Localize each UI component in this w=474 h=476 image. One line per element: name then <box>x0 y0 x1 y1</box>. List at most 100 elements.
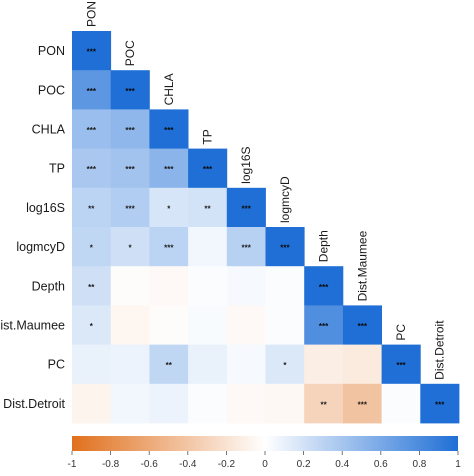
heatmap-cell-Dist.Maumee-logmcyD <box>265 305 305 345</box>
heatmap-cell-PC-logmcyD <box>265 344 305 385</box>
colorbar-tick-label: 0.8 <box>412 459 426 470</box>
row-label-chla: CHLA <box>32 123 66 137</box>
row-label-tp: TP <box>49 162 65 176</box>
heatmap-cell-logmcyD-TP <box>188 227 228 267</box>
heatmap-cell-Depth-logmcyD <box>265 266 305 306</box>
heatmap-cell-POC-POC <box>110 70 150 110</box>
heatmap-cell-Dist.Maumee-CHLA <box>149 305 189 345</box>
significance-label: * <box>90 244 94 253</box>
heatmap-cell-log16S-log16S <box>226 187 266 228</box>
significance-label: *** <box>358 322 368 331</box>
colorbar-tick-label: 0.4 <box>335 459 349 470</box>
significance-label: * <box>90 322 94 331</box>
significance-labels: ****** ****** *** ****** *** *** ***** *** * ** **… <box>87 48 446 410</box>
row-label-depth: Depth <box>32 279 65 293</box>
heatmap-cell-logmcyD-POC <box>110 227 150 267</box>
column-label-tp: TP <box>201 129 215 144</box>
column-label-poc: POC <box>123 40 137 66</box>
heatmap-cell-log16S-POC <box>110 187 150 228</box>
row-label-poc: POC <box>38 83 65 97</box>
heatmap-cell-PC-TP <box>188 344 228 385</box>
heatmap-cell-PC-CHLA <box>149 344 189 385</box>
heatmap-cell-Dist.Detroit-PON <box>72 383 112 424</box>
column-label-dist-detroit: Dist.Detroit <box>433 320 447 380</box>
heatmap-cell-Dist.Detroit-Dist.Maumee <box>342 383 382 424</box>
heatmap-cell-Dist.Detroit-logmcyD <box>265 383 305 424</box>
column-label-pon: PON <box>84 1 98 27</box>
significance-label: *** <box>280 244 290 253</box>
heatmap-cell-Depth-TP <box>188 266 228 306</box>
heatmap-cell-log16S-TP <box>188 187 228 228</box>
significance-label: * <box>283 361 287 370</box>
significance-label: *** <box>125 165 135 174</box>
row-label-pc: PC <box>48 358 65 372</box>
heatmap-cell-PC-Depth <box>304 344 344 385</box>
heatmap-cell-PC-POC <box>110 344 150 385</box>
heatmap-cell-Dist.Detroit-PC <box>381 383 421 424</box>
significance-label: * <box>129 244 133 253</box>
heatmap-cell-TP-POC <box>110 148 150 189</box>
heatmap-cell-Depth-log16S <box>226 266 266 306</box>
significance-label: ** <box>88 204 95 213</box>
heatmap-cell-TP-TP <box>188 148 228 189</box>
colorbar-tick-label: 0.2 <box>297 459 311 470</box>
significance-label: *** <box>203 165 213 174</box>
heatmap-cell-POC-PON <box>72 70 112 110</box>
heatmap-cell-Dist.Detroit-Dist.Detroit <box>420 383 460 424</box>
heatmap-cell-logmcyD-log16S <box>226 227 266 267</box>
heatmap-cell-Dist.Detroit-TP <box>188 383 228 424</box>
heatmap-cell-Dist.Maumee-Dist.Maumee <box>342 305 382 345</box>
column-label-chla: CHLA <box>162 73 176 105</box>
heatmap-cell-Depth-POC <box>110 266 150 306</box>
significance-label: *** <box>396 361 406 370</box>
heatmap-cell-Depth-PON <box>72 266 112 306</box>
row-label-dist-detroit: Dist.Detroit <box>3 397 65 411</box>
column-label-logmcyd: logmcyD <box>278 176 292 223</box>
heatmap-cell-Dist.Detroit-log16S <box>226 383 266 424</box>
colorbar-gradient <box>72 436 458 451</box>
significance-label: *** <box>125 87 135 96</box>
colorbar-tick-label: -0.8 <box>102 459 120 470</box>
significance-label: ** <box>166 361 173 370</box>
significance-label: *** <box>319 322 329 331</box>
heatmap-cell-log16S-CHLA <box>149 187 189 228</box>
heatmap-cell-CHLA-POC <box>110 109 150 149</box>
heatmap-cell-PC-PC <box>381 344 421 385</box>
column-label-log16s: log16S <box>239 146 253 183</box>
heatmap-cell-Dist.Maumee-PON <box>72 305 112 345</box>
heatmap-cell-PON-PON <box>72 31 112 71</box>
heatmap-cell-logmcyD-CHLA <box>149 227 189 267</box>
heatmap-cell-Dist.Maumee-Depth <box>304 305 344 345</box>
colorbar-tick-label: 1 <box>455 459 461 470</box>
column-label-pc: PC <box>394 324 408 341</box>
heatmap-cell-TP-PON <box>72 148 112 189</box>
significance-label: *** <box>125 126 135 135</box>
significance-label: *** <box>87 126 97 135</box>
row-labels: PON POC CHLA TP log16S logmcyD Depth Dist.Maume… <box>0 44 66 411</box>
heatmap-cell-PC-PON <box>72 344 112 385</box>
significance-label: *** <box>125 204 135 213</box>
column-label-dist-maumee: Dist.Maumee <box>355 230 369 301</box>
significance-label: *** <box>164 126 174 135</box>
colorbar-tick-label: -0.6 <box>141 459 159 470</box>
significance-label: *** <box>319 283 329 292</box>
row-label-logmcyd: logmcyD <box>16 240 65 254</box>
significance-label: ** <box>88 283 95 292</box>
row-label-log16s: log16S <box>26 201 65 215</box>
heatmap-cell-Depth-Depth <box>304 266 344 306</box>
heatmap-cell-Depth-CHLA <box>149 266 189 306</box>
heatmap-cell-Dist.Detroit-POC <box>110 383 150 424</box>
heatmap-cell-logmcyD-logmcyD <box>265 227 305 267</box>
significance-label: *** <box>435 400 445 409</box>
heatmap-cells <box>72 31 460 424</box>
heatmap-cell-Dist.Detroit-Depth <box>304 383 344 424</box>
row-label-dist-maumee: Dist.Maumee <box>0 319 65 333</box>
colorbar-tick-label: -1 <box>68 459 77 470</box>
significance-label: ** <box>204 204 211 213</box>
colorbar-ticks: -1 -0.8 -0.6 -0.4 -0.2 0 0.2 0.4 0.6 0.8 1 <box>68 451 461 470</box>
heatmap-cell-CHLA-PON <box>72 109 112 149</box>
heatmap-cell-logmcyD-PON <box>72 227 112 267</box>
heatmap-cell-PC-log16S <box>226 344 266 385</box>
heatmap-cell-Dist.Maumee-POC <box>110 305 150 345</box>
